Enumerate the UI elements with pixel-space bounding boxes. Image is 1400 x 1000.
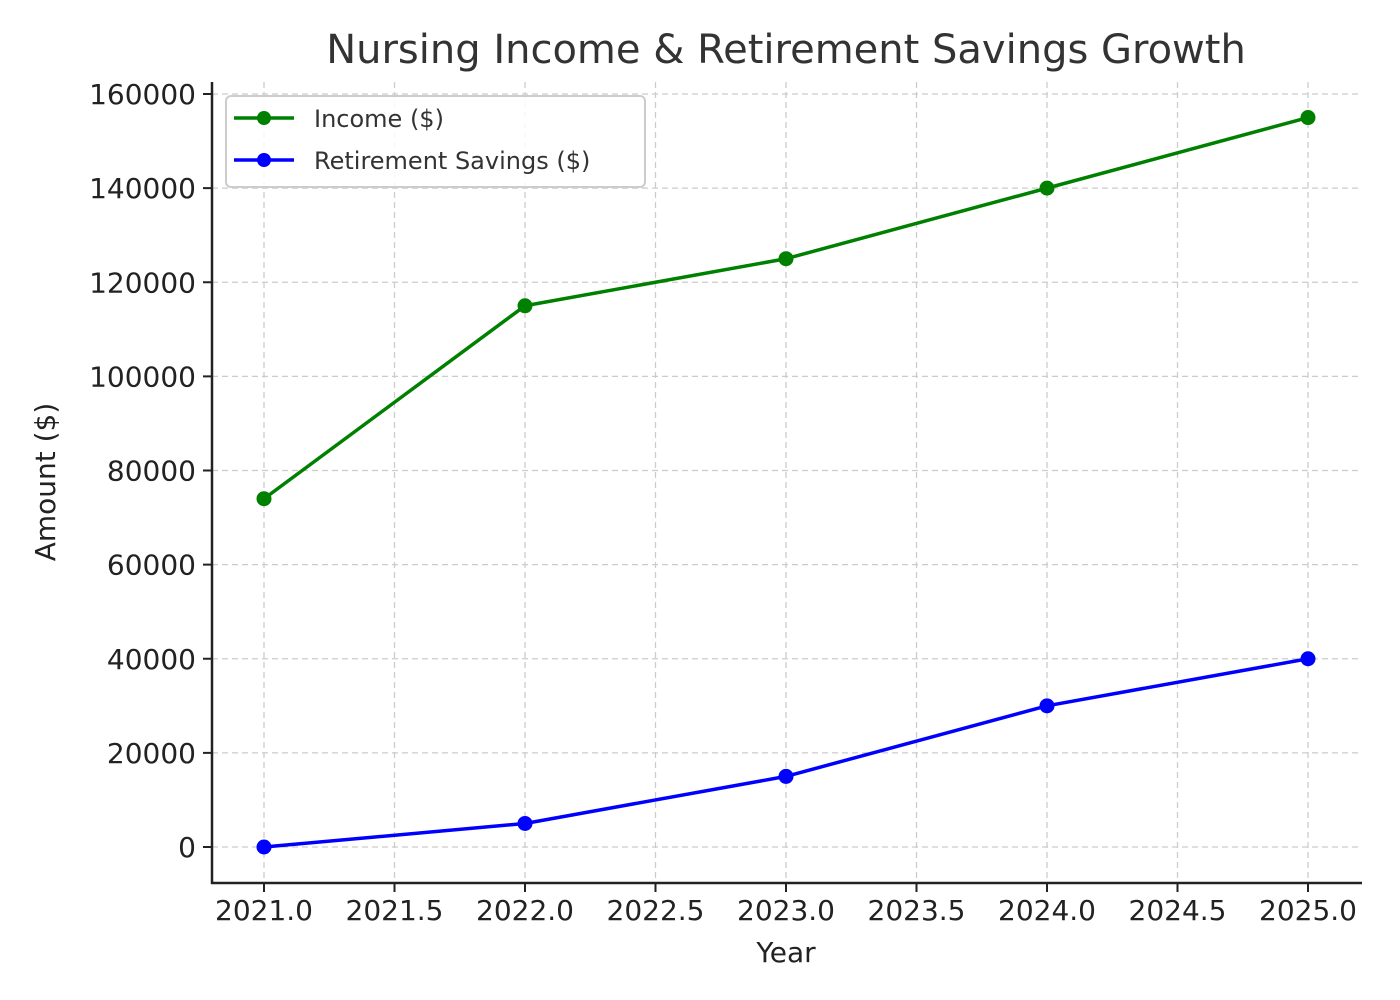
series-income: [256, 110, 1316, 507]
x-tick-label: 2025.0: [1259, 894, 1357, 927]
x-tick-label: 2022.5: [607, 894, 705, 927]
y-tick-label: 80000: [107, 455, 196, 488]
x-tick-label: 2023.5: [868, 894, 966, 927]
x-tick-label: 2023.0: [737, 894, 835, 927]
legend-box: [225, 95, 646, 188]
y-tick-label: 100000: [89, 360, 196, 393]
series-retirement-savings: [256, 651, 1316, 855]
legend-label: Retirement Savings ($): [314, 147, 590, 175]
x-tick-label: 2024.0: [998, 894, 1096, 927]
data-point-marker: [778, 768, 794, 784]
legend-marker-icon: [257, 153, 271, 167]
x-axis-label: Year: [755, 936, 816, 969]
x-tick-label: 2024.5: [1129, 894, 1227, 927]
y-axis-label: Amount ($): [29, 403, 62, 562]
data-point-marker: [1300, 110, 1316, 126]
y-tick-label: 60000: [107, 549, 196, 582]
y-tick-label: 160000: [89, 78, 196, 111]
legend-marker-icon: [257, 111, 271, 125]
x-tick-label: 2021.5: [346, 894, 444, 927]
data-point-marker: [1300, 651, 1316, 667]
data-point-marker: [256, 491, 272, 507]
series-lines: [256, 110, 1316, 855]
data-point-marker: [1039, 180, 1055, 196]
legend-item-income: Income ($): [234, 105, 444, 133]
data-point-marker: [256, 839, 272, 855]
data-point-marker: [778, 251, 794, 267]
data-point-marker: [517, 298, 533, 314]
data-point-marker: [1039, 698, 1055, 714]
y-tick-label: 140000: [89, 172, 196, 205]
y-tick-label: 0: [178, 831, 196, 864]
chart-title: Nursing Income & Retirement Savings Grow…: [326, 27, 1246, 73]
data-point-marker: [517, 815, 533, 831]
x-tick-label: 2022.0: [476, 894, 574, 927]
y-tick-label: 20000: [107, 737, 196, 770]
x-ticks: 2021.0 2021.5 2022.0 2022.5 2023.0 2023.5 2024…: [215, 883, 1357, 927]
y-ticks: 0 20000 40000 60000 80000 100000 120000 140000 1…: [89, 78, 212, 864]
legend: Income ($) Retirement Savings ($): [225, 95, 646, 188]
grid-lines: [212, 82, 1362, 883]
y-tick-label: 120000: [89, 266, 196, 299]
y-tick-label: 40000: [107, 643, 196, 676]
legend-label: Income ($): [314, 105, 444, 133]
legend-item-retirement-savings: Retirement Savings ($): [234, 147, 590, 175]
x-tick-label: 2021.0: [215, 894, 313, 927]
